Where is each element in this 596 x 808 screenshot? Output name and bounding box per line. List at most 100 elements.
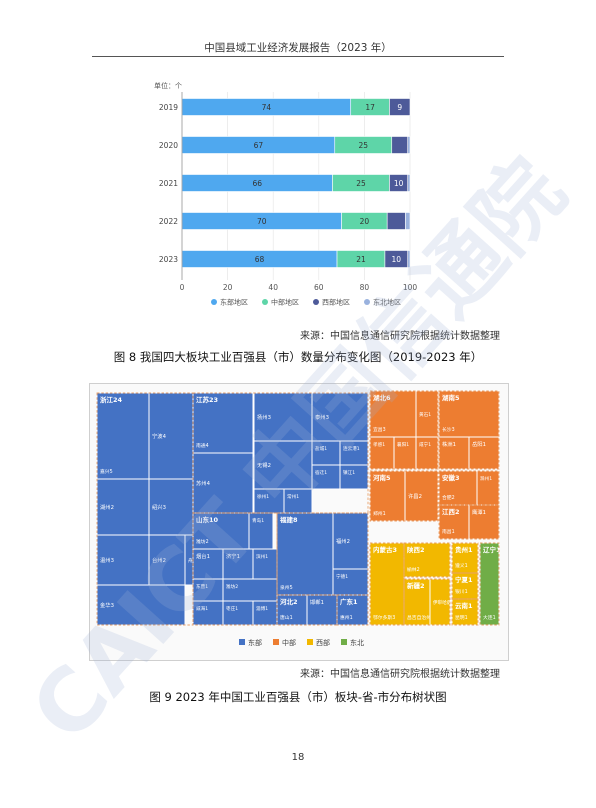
legend-label: 中部 [282, 638, 296, 647]
data-label: 20 [360, 217, 370, 226]
treemap-cell [192, 392, 254, 454]
treemap-label: 温州3 [100, 556, 114, 564]
treemap-label: 榆林2 [407, 566, 420, 573]
y-tick-label: 2023 [159, 255, 178, 264]
treemap-label: 黄石1 [419, 411, 431, 418]
page-number: 18 [291, 752, 305, 763]
treemap-cell [311, 464, 341, 490]
treemap-cell [479, 542, 500, 626]
treemap-label: 贵州1 [455, 545, 473, 554]
y-tick-label: 2021 [159, 179, 178, 188]
data-label: 17 [365, 103, 375, 112]
page-header: 中国县域工业经济发展报告（2023 年） [204, 42, 392, 54]
unit-label: 单位：个 [154, 81, 182, 90]
treemap-label: 福建8 [279, 515, 298, 524]
treemap-label: 河北2 [280, 597, 298, 606]
treemap-cell [332, 512, 369, 570]
legend-marker [262, 299, 268, 305]
treemap-label: 青岛1 [252, 517, 264, 524]
legend-marker [313, 299, 319, 305]
treemap-label: 济宁1 [226, 552, 240, 560]
treemap-cell [222, 578, 278, 602]
treemap-cell [96, 478, 150, 536]
treemap-cell [403, 542, 451, 578]
treemap-label: 常州1 [287, 493, 299, 500]
treemap-label: 山东10 [196, 515, 219, 524]
treemap-group-outline [403, 542, 451, 578]
treemap-label: 潍坊2 [196, 538, 209, 545]
legend-swatch [307, 639, 313, 645]
treemap-group-outline [479, 542, 500, 626]
x-tick-label: 100 [403, 283, 418, 292]
treemap-label: 宁夏1 [455, 575, 473, 584]
data-label: 66 [252, 179, 262, 188]
treemap-label: 鹰潭1 [472, 508, 486, 516]
bar-segment [407, 136, 411, 154]
treemap-label: 长沙3 [442, 426, 455, 433]
treemap-cell [438, 470, 478, 506]
treemap-label: 辽宁1 [483, 545, 501, 554]
treemap-cell [404, 470, 439, 522]
treemap-group-outline [451, 598, 479, 626]
treemap-cell [253, 488, 285, 514]
data-label: 70 [257, 217, 267, 226]
treemap-cell [252, 548, 278, 580]
treemap-label: 嘉兴5 [100, 468, 113, 475]
legend-label: 东北 [350, 638, 364, 647]
treemap-cell [468, 504, 500, 540]
legend-label: 西部 [316, 638, 330, 647]
bar-segment [389, 98, 411, 116]
treemap-label: 浙江24 [100, 395, 123, 404]
legend-label: 东部 [248, 638, 262, 647]
treemap-label: 邯郸1 [310, 598, 324, 606]
treemap-label: 绍兴3 [152, 503, 166, 511]
treemap-label: 镇江1 [343, 469, 355, 476]
treemap-group-outline [276, 594, 338, 626]
x-tick-label: 60 [314, 283, 324, 292]
treemap-cell [438, 504, 470, 540]
treemap-label: 咸宁1 [419, 441, 431, 448]
treemap-label: 合肥2 [442, 494, 455, 501]
treemap-cell [415, 436, 439, 470]
bar-segment [405, 212, 411, 230]
treemap-label: 银川1 [455, 588, 468, 595]
treemap-label: 郑州1 [373, 510, 386, 517]
legend-marker [211, 299, 217, 305]
treemap-cell [339, 440, 369, 466]
treemap-label: 滁州1 [480, 475, 492, 482]
treemap-label: 威海1 [196, 605, 208, 612]
treemap-cell [276, 512, 334, 596]
data-label: 9 [397, 103, 402, 112]
treemap-group-outline [438, 390, 500, 470]
treemap-cell [148, 478, 194, 536]
legend-marker [364, 299, 370, 305]
treemap-label: 盐城1 [315, 445, 327, 452]
treemap-group-outline [369, 542, 405, 626]
bar-segment [386, 212, 406, 230]
treemap-label: 东营1 [196, 583, 208, 590]
treemap-cell [468, 436, 500, 470]
treemap-label: 许昌2 [408, 492, 422, 500]
treemap-group-outline [403, 578, 451, 626]
treemap-label: 潍坊2 [226, 583, 238, 590]
treemap-cell [253, 392, 313, 442]
treemap-label: 无锡2 [257, 461, 271, 469]
stacked-bar-chart: 74 17 9 67 25 66 25 10 70 20 68 21 10 单位：个 0 20 40 60 80 1… [154, 81, 418, 307]
bar-segment [407, 174, 411, 192]
treemap-label: 河南5 [373, 473, 391, 482]
treemap-cell [283, 488, 313, 514]
legend-swatch [341, 639, 347, 645]
treemap-label: 内蒙古3 [373, 545, 397, 554]
treemap-cell [393, 436, 417, 470]
treemap-label: 金华3 [100, 601, 114, 609]
treemap-label: 广东1 [340, 597, 358, 606]
treemap-cell [311, 392, 369, 442]
treemap-label: 湖南5 [442, 393, 460, 402]
legend-label: 中部地区 [271, 298, 299, 307]
treemap-label: 福州2 [336, 537, 350, 545]
treemap-cell [336, 594, 369, 626]
treemap-cell [192, 452, 254, 514]
treemap-label: 唐山1 [280, 614, 293, 621]
treemap-label: 枣庄1 [226, 605, 238, 612]
treemap-label: 安徽3 [442, 473, 460, 482]
